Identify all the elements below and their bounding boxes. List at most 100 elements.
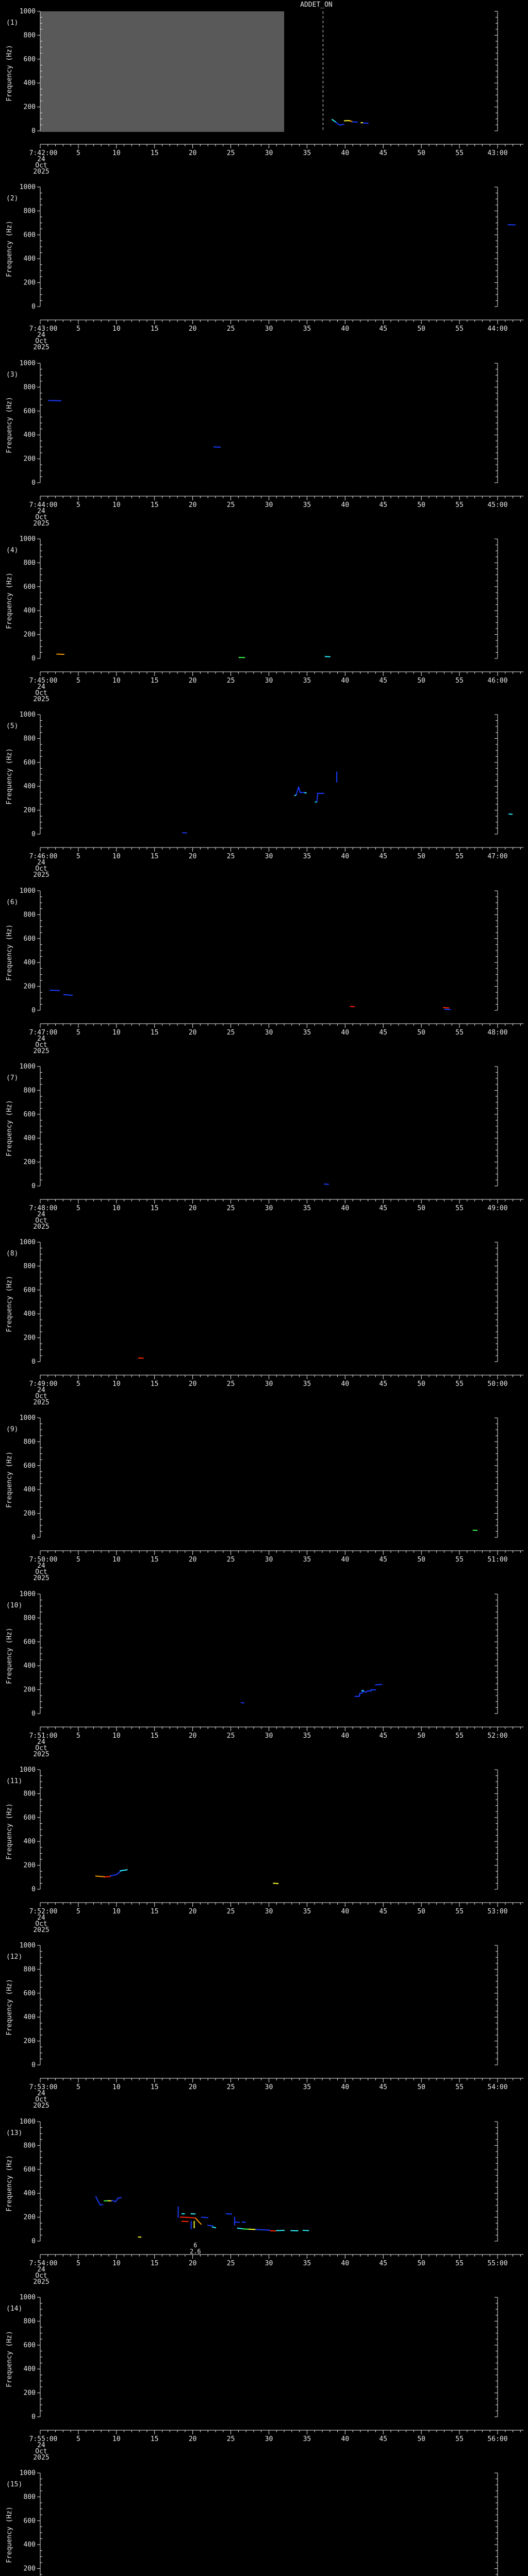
x-tick-label: 35 [303, 853, 311, 860]
x-tick-label: 50 [417, 325, 425, 333]
y-tick-label: 1000 [20, 2294, 36, 2301]
x-start-time-label: 7:54:00 [29, 2260, 58, 2267]
detection-note: 2.6 [190, 2248, 201, 2255]
x-start-time-label: 7:47:00 [29, 1029, 58, 1037]
detection-trace [138, 1357, 144, 1359]
y-tick-label: 800 [24, 1614, 36, 1622]
date-line: Oct [35, 1217, 47, 1225]
date-line: 2025 [33, 1751, 49, 1758]
x-tick-label: 50 [417, 1556, 425, 1564]
x-tick-label: 45 [379, 2435, 387, 2443]
y-tick-label: 800 [24, 2493, 36, 2501]
x-tick-label: 15 [151, 501, 159, 509]
x-tick-label: 55 [455, 677, 464, 685]
y-tick-label: 600 [24, 1462, 36, 1470]
x-tick-label: 15 [151, 1205, 159, 1212]
date-line: 2025 [33, 344, 49, 351]
y-tick-label: 400 [24, 607, 36, 615]
y-tick-label: 0 [31, 479, 36, 487]
y-tick-label: 600 [24, 935, 36, 943]
y-axis-title: Frequency (Hz) [6, 45, 13, 101]
x-tick-label: 10 [112, 1732, 121, 1740]
x-tick-label: 45 [379, 149, 387, 157]
x-start-time-label: 7:48:00 [29, 1205, 58, 1212]
x-end-time-label: 52:00 [487, 1732, 507, 1740]
x-tick-label: 50 [417, 2435, 425, 2443]
x-tick-label: 50 [417, 1029, 425, 1037]
detection-trace [195, 2217, 202, 2225]
x-tick-label: 15 [151, 1732, 159, 1740]
y-axis-title: Frequency (Hz) [6, 2331, 13, 2387]
x-tick-label: 50 [417, 501, 425, 509]
detection-trace [211, 2226, 217, 2229]
y-tick-label: 1000 [20, 887, 36, 895]
x-tick-label: 55 [455, 2260, 464, 2267]
x-tick-label: 5 [76, 2435, 80, 2443]
x-tick-label: 40 [341, 149, 350, 157]
y-tick-label: 0 [31, 1007, 36, 1014]
x-tick-label: 15 [151, 1380, 159, 1388]
x-tick-label: 30 [265, 853, 273, 860]
x-tick-label: 55 [455, 149, 464, 157]
y-tick-label: 1000 [20, 535, 36, 543]
y-tick-label: 200 [24, 104, 36, 111]
x-tick-label: 40 [341, 1380, 350, 1388]
x-tick-label: 55 [455, 2435, 464, 2443]
y-tick-label: 0 [31, 2061, 36, 2069]
x-tick-label: 40 [341, 1205, 350, 1212]
detection-trace [56, 653, 64, 655]
x-tick-label: 15 [151, 325, 159, 333]
y-tick-label: 0 [31, 1710, 36, 1718]
panel-index-label: (3) [6, 371, 18, 379]
detection-trace [201, 2216, 209, 2218]
y-tick-label: 400 [24, 783, 36, 790]
x-tick-label: 20 [189, 149, 197, 157]
y-tick-label: 0 [31, 127, 36, 135]
x-end-time-label: 54:00 [487, 2083, 507, 2091]
panel-index-label: (10) [6, 1602, 22, 1609]
x-tick-label: 50 [417, 853, 425, 860]
x-tick-label: 45 [379, 325, 387, 333]
y-tick-label: 400 [24, 1838, 36, 1845]
date-line: 2025 [33, 696, 49, 703]
date-line: 24 [37, 1211, 45, 1218]
detection-trace [207, 2225, 213, 2227]
x-tick-label: 25 [227, 853, 235, 860]
y-tick-label: 600 [24, 2166, 36, 2174]
date-line: Oct [35, 1920, 47, 1928]
x-end-time-label: 46:00 [487, 677, 507, 685]
panel-index-label: (7) [6, 1074, 18, 1082]
x-tick-label: 55 [455, 2083, 464, 2091]
x-tick-label: 10 [112, 1908, 121, 1916]
x-tick-label: 55 [455, 1380, 464, 1388]
y-tick-label: 0 [31, 1358, 36, 1366]
detection-trace [95, 2196, 104, 2206]
x-tick-label: 45 [379, 1380, 387, 1388]
x-tick-label: 50 [417, 2083, 425, 2091]
y-axis-title: Frequency (Hz) [6, 748, 13, 805]
y-tick-label: 800 [24, 207, 36, 215]
x-tick-label: 30 [265, 501, 273, 509]
y-tick-label: 400 [24, 1662, 36, 1670]
date-line: 2025 [33, 2454, 49, 2462]
detection-trace [241, 2221, 246, 2223]
y-axis-title: Frequency (Hz) [6, 1803, 13, 1860]
x-tick-label: 55 [455, 1732, 464, 1740]
detection-trace [375, 1684, 383, 1686]
x-tick-label: 25 [227, 1556, 235, 1564]
x-end-time-label: 47:00 [487, 853, 507, 860]
y-tick-label: 1000 [20, 8, 36, 15]
y-tick-label: 400 [24, 2190, 36, 2197]
date-line: Oct [35, 689, 47, 697]
y-tick-label: 800 [24, 31, 36, 39]
x-tick-label: 30 [265, 1205, 273, 1212]
x-tick-label: 30 [265, 1908, 273, 1916]
x-tick-label: 5 [76, 1556, 80, 1564]
x-tick-label: 45 [379, 2260, 387, 2267]
panel-index-label: (11) [6, 1777, 22, 1785]
date-line: 2025 [33, 1047, 49, 1055]
detection-trace [444, 1009, 451, 1010]
